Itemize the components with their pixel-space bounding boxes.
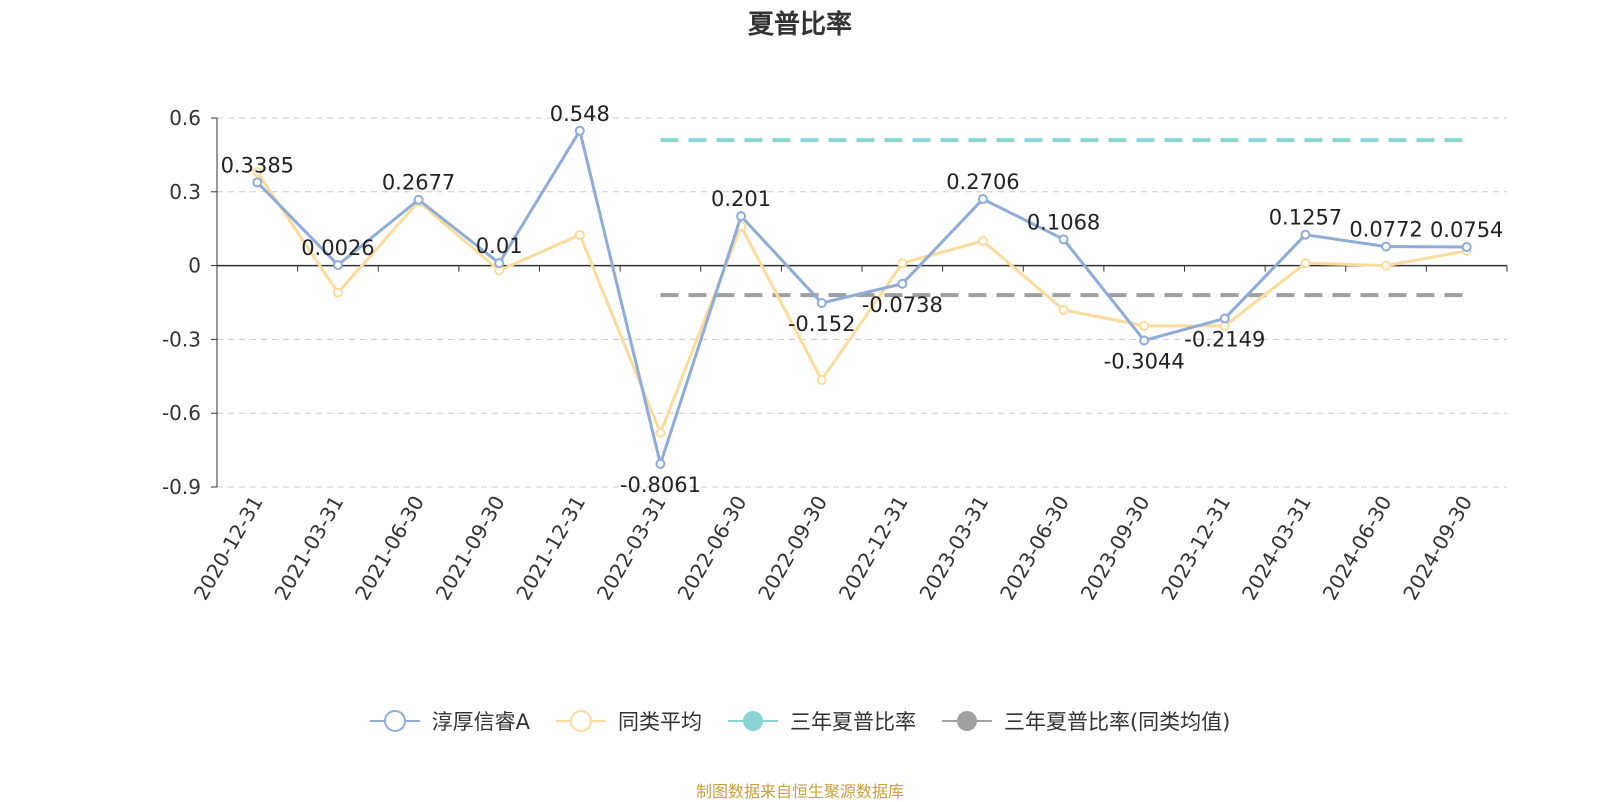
x-tick-label: 2022-12-31 (834, 492, 913, 605)
data-label: 0.2677 (382, 171, 455, 195)
peer-average-data-point (252, 167, 263, 178)
peer-average-data-point (816, 374, 827, 385)
peer-average-series-line (256, 171, 1467, 435)
data-label: 0.3385 (221, 153, 294, 177)
legend-label-three-year-sharpe: 三年夏普比率 (789, 710, 916, 734)
fund-data-point (897, 278, 908, 289)
legend-item-three-year-sharpe[interactable]: 三年夏普比率 (727, 706, 916, 736)
fund-data-point (1381, 241, 1392, 252)
legend-item-peer-average[interactable]: 同类平均 (555, 706, 702, 736)
legend-line-dot-icon (727, 711, 778, 731)
data-label: 0.201 (711, 187, 771, 211)
x-tick-label: 2021-06-30 (350, 492, 429, 605)
legend-item-fund[interactable]: 淳厚信睿A (369, 706, 530, 736)
x-tick-label: 2024-03-31 (1237, 492, 1316, 605)
x-tick-label: 2022-09-30 (753, 492, 832, 605)
legend-item-three-year-sharpe-peer[interactable]: 三年夏普比率(同类均值) (941, 706, 1231, 736)
fund-data-point (332, 259, 343, 270)
peer-average-data-point (977, 236, 988, 246)
data-label: -0.152 (788, 312, 856, 336)
y-tick-label: 0 (188, 254, 201, 278)
x-tick-label: 2023-06-30 (995, 492, 1074, 605)
data-label: 0.548 (550, 102, 610, 126)
data-label: 0.1068 (1027, 210, 1100, 234)
data-label: -0.3044 (1104, 349, 1185, 373)
fund-data-point (252, 177, 263, 188)
y-tick-label: -0.6 (162, 401, 201, 425)
data-label: 0.2706 (946, 170, 1019, 194)
fund-data-point (1219, 313, 1230, 324)
fund-data-point (413, 194, 424, 205)
x-tick-label: 2021-03-31 (269, 492, 348, 605)
peer-average-data-point (574, 229, 585, 240)
legend-label-peer-average: 同类平均 (617, 710, 702, 734)
peer-average-data-point (1300, 258, 1311, 269)
x-tick-label: 2020-12-31 (189, 492, 268, 605)
legend: 淳厚信睿A 同类平均 三年夏普比率 三年夏普比率(同类均值) (0, 706, 1600, 736)
fund-data-point (977, 194, 988, 205)
fund-data-point (736, 211, 747, 222)
x-tick-label: 2023-12-31 (1156, 492, 1235, 605)
x-tick-label: 2022-03-31 (592, 492, 671, 605)
fund-data-point (655, 458, 666, 469)
data-label: 0.0026 (301, 236, 374, 260)
x-tick-label: 2024-09-30 (1398, 492, 1477, 605)
x-tick-label: 2023-09-30 (1076, 492, 1155, 605)
fund-data-point (1461, 242, 1472, 253)
fund-data-point (574, 125, 585, 136)
x-tick-label: 2022-06-30 (672, 492, 751, 605)
x-tick-label: 2024-06-30 (1317, 492, 1396, 605)
chart-title: 夏普比率 (747, 10, 852, 40)
y-tick-label: -0.9 (162, 475, 201, 499)
peer-average-data-point (1381, 260, 1392, 271)
peer-average-data-point (1139, 320, 1150, 331)
legend-line-dot-icon (941, 711, 992, 731)
fund-data-point (816, 297, 827, 308)
x-tick-label: 2021-12-31 (511, 492, 590, 605)
fund-data-point (1139, 335, 1150, 346)
peer-average-data-point (655, 427, 666, 438)
data-label: 0.01 (476, 234, 523, 258)
fund-data-point (1058, 234, 1069, 245)
data-label: -0.8061 (620, 473, 701, 497)
data-label: 0.1257 (1269, 206, 1342, 230)
legend-line-circle-icon (555, 710, 606, 732)
data-label: -0.0738 (862, 293, 943, 317)
y-tick-label: 0.3 (169, 180, 201, 204)
x-tick-label: 2021-09-30 (431, 492, 510, 605)
fund-data-point (494, 258, 505, 269)
data-label: 0.0772 (1349, 218, 1422, 242)
fund-data-point (1300, 229, 1311, 240)
peer-average-data-point (897, 258, 908, 269)
legend-label-three-year-sharpe-peer: 三年夏普比率(同类均值) (1003, 710, 1231, 734)
data-label: -0.2149 (1184, 327, 1265, 351)
y-tick-label: -0.3 (162, 327, 201, 351)
legend-line-circle-icon (369, 710, 420, 732)
legend-label-fund: 淳厚信睿A (431, 710, 530, 734)
peer-average-data-point (332, 287, 343, 298)
x-tick-label: 2023-03-31 (914, 492, 993, 605)
fund-series-line (256, 129, 1467, 466)
data-label: 0.0754 (1430, 218, 1503, 242)
y-tick-label: 0.6 (169, 106, 201, 130)
peer-average-data-point (1058, 304, 1069, 315)
source-note: 制图数据来自恒生聚源数据库 (695, 782, 904, 801)
